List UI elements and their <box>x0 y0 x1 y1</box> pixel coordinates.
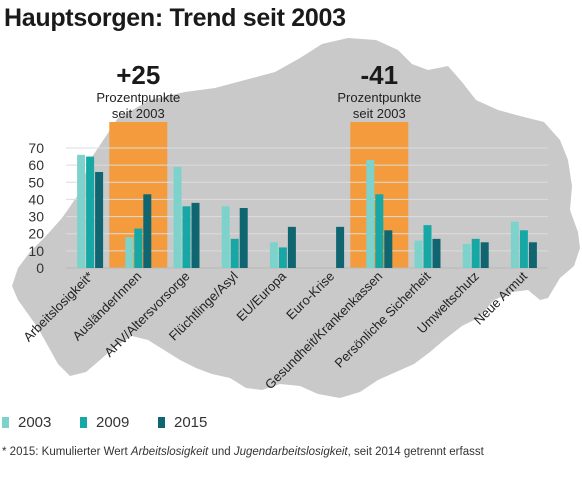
bar-2003-1 <box>125 237 134 268</box>
y-tick-label: 60 <box>28 157 44 173</box>
annotation-line2-1: seit 2003 <box>353 106 406 121</box>
annotation-line1-0: Prozentpunkte <box>96 90 180 105</box>
bar-2009-3 <box>230 238 239 268</box>
annotation-line1-1: Prozentpunkte <box>337 90 421 105</box>
y-tick-label: 10 <box>28 243 44 259</box>
bar-2003-2 <box>173 166 182 268</box>
bar-2009-4 <box>278 247 287 268</box>
footnote: * 2015: Kumulierter Wert Arbeitslosigkei… <box>2 446 484 458</box>
y-tick-label: 50 <box>28 174 44 190</box>
bar-2015-1 <box>143 194 152 268</box>
footnote-suffix: , seit 2014 getrennt erfasst <box>347 446 484 458</box>
bar-2003-8 <box>462 244 471 268</box>
bar-2003-6 <box>366 160 375 268</box>
annotation-value-0: +25 <box>116 60 160 90</box>
y-tick-label: 20 <box>28 226 44 242</box>
bar-2015-8 <box>480 242 489 268</box>
legend-label-2003: 2003 <box>18 414 52 431</box>
bar-2015-3 <box>239 208 248 268</box>
bar-2003-9 <box>510 221 519 268</box>
bar-2003-7 <box>414 240 423 268</box>
bar-2015-2 <box>191 202 200 268</box>
bar-2003-3 <box>221 206 230 268</box>
footnote-term-1: Arbeitslosigkeit <box>130 446 209 458</box>
bar-2015-5 <box>336 226 345 268</box>
y-tick-label: 30 <box>28 209 44 225</box>
annotation-line2-0: seit 2003 <box>112 106 165 121</box>
legend-item-2003: 2003 <box>2 414 51 431</box>
legend-item-2015: 2015 <box>158 414 207 431</box>
legend-label-2015: 2015 <box>174 414 208 431</box>
bar-2009-6 <box>375 194 384 268</box>
legend-swatch-2015 <box>158 417 165 428</box>
y-tick-label: 0 <box>36 260 44 276</box>
bar-2003-4 <box>269 242 278 268</box>
legend-swatch-2009 <box>80 417 87 428</box>
chart-title: Hauptsorgen: Trend seit 2003 <box>4 4 346 32</box>
footnote-prefix: * 2015: Kumulierter Wert <box>2 446 131 458</box>
bar-2015-6 <box>384 230 393 268</box>
annotation-value-1: -41 <box>361 60 399 90</box>
bar-2015-7 <box>432 238 441 268</box>
bar-2009-8 <box>471 238 480 268</box>
bar-2009-0 <box>86 156 95 268</box>
bar-2009-9 <box>519 230 528 268</box>
legend-label-2009: 2009 <box>96 414 130 431</box>
bar-2009-1 <box>134 228 143 268</box>
y-tick-label: 40 <box>28 191 44 207</box>
y-tick-label: 70 <box>28 140 44 156</box>
legend-item-2009: 2009 <box>80 414 129 431</box>
bar-2003-0 <box>77 154 86 268</box>
bar-2015-9 <box>528 242 537 268</box>
legend-swatch-2003 <box>2 417 9 428</box>
bar-2015-4 <box>287 226 296 268</box>
footnote-term-2: Jugendarbeitslosigkeit <box>233 446 348 458</box>
footnote-mid: und <box>208 446 234 458</box>
bar-2015-0 <box>95 172 104 268</box>
bar-2009-7 <box>423 225 432 268</box>
bar-2009-2 <box>182 206 191 268</box>
